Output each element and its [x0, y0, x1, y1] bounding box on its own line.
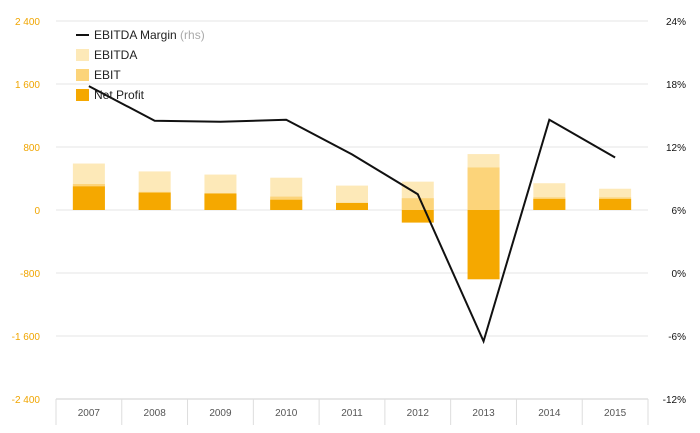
margin-line-group	[88, 85, 616, 345]
x-axis-tick-label: 2012	[407, 408, 430, 419]
right-axis-tick-label: -12%	[663, 395, 686, 406]
legend-label-text: Net Profit	[94, 88, 145, 102]
bars	[72, 154, 632, 280]
left-axis-tick-label: 2 400	[15, 17, 40, 28]
legend-label-hint: (rhs)	[177, 28, 205, 42]
right-axis-tick-label: 12%	[666, 143, 686, 154]
left-axis-tick-label: 0	[34, 206, 40, 217]
right-axis-tick-label: -6%	[668, 332, 686, 343]
axes: 2 400 1 600 800 0 -800 -1 600 -2 400 24% 18% 12% 6…	[12, 17, 686, 425]
legend-label-text: EBITDA Margin	[94, 28, 177, 42]
legend-label-net-profit: Net Profit	[94, 88, 145, 102]
net-profit-bar	[533, 198, 566, 210]
legend-label-ebit: EBIT	[94, 68, 121, 82]
legend-label-ebitda: EBITDA	[94, 48, 137, 62]
x-axis-tick-label: 2015	[604, 408, 627, 419]
legend-label-margin: EBITDA Margin (rhs)	[94, 28, 205, 42]
legend-label-text: EBITDA	[94, 48, 137, 62]
legend: EBITDA Margin (rhs) EBITDA EBIT Net Profit	[76, 28, 205, 102]
left-axis-tick-label: 800	[23, 143, 40, 154]
x-axis-tick-label: 2014	[538, 408, 561, 419]
x-axis-tick-label: 2007	[78, 408, 101, 419]
net-profit-bar	[336, 202, 368, 210]
left-axis-tick-label: -1 600	[12, 332, 41, 343]
left-axis-tick-label: -800	[20, 269, 40, 280]
left-axis-tick-label: -2 400	[12, 395, 41, 406]
ebit-bar	[401, 198, 434, 210]
x-axis-tick-label: 2010	[275, 408, 298, 419]
ebit-bar	[467, 167, 500, 210]
right-axis-tick-label: 18%	[666, 80, 686, 91]
x-axis-tick-label: 2011	[341, 408, 363, 419]
net-profit-bar	[599, 198, 632, 210]
net-profit-bar	[204, 193, 237, 210]
net-profit-bar	[467, 210, 500, 280]
net-profit-bar	[270, 199, 303, 210]
x-axis-tick-label: 2009	[209, 408, 232, 419]
legend-swatch-ebitda	[76, 49, 89, 61]
net-profit-bar	[138, 192, 171, 210]
ebitda-margin-line	[88, 85, 616, 345]
right-axis-tick-label: 6%	[672, 206, 687, 217]
right-axis-tick-label: 24%	[666, 17, 686, 28]
net-profit-bar	[72, 186, 105, 210]
legend-label-text: EBIT	[94, 68, 121, 82]
left-axis-tick-label: 1 600	[15, 80, 40, 91]
x-axis-tick-label: 2013	[472, 408, 495, 419]
x-axis-tick-label: 2008	[144, 408, 167, 419]
legend-swatch-net-profit	[76, 89, 89, 101]
legend-swatch-ebit	[76, 69, 89, 81]
right-axis-tick-label: 0%	[672, 269, 687, 280]
